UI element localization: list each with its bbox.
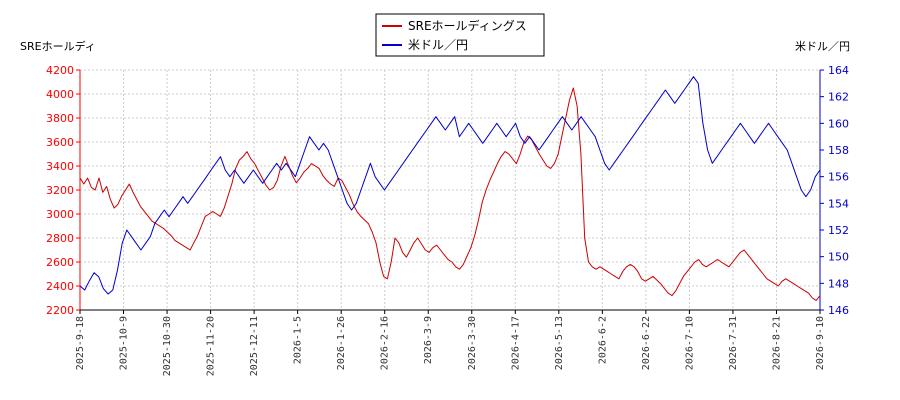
x-tick-label: 2026-6-22 (641, 316, 652, 370)
x-tick-label: 2025-9-18 (75, 316, 86, 370)
series-line-sre (79, 87, 821, 301)
right-tick-label: 160 (828, 117, 849, 130)
x-tick-label: 2026-9-10 (815, 316, 826, 370)
legend-box (375, 13, 545, 57)
legend: SREホールディングス 米ドル／円 (375, 13, 545, 57)
left-tick-label: 2200 (46, 304, 74, 317)
right-tick-label: 158 (828, 144, 849, 157)
x-tick-label: 2026-4-17 (510, 316, 521, 370)
left-tick-label: 3600 (46, 136, 74, 149)
right-axis-title: 米ドル／円 (795, 40, 850, 53)
grid (79, 69, 821, 311)
x-tick-label: 2026-1-5 (293, 316, 304, 364)
left-tick-label: 3800 (46, 112, 74, 125)
x-tick-label: 2026-2-16 (380, 316, 391, 370)
x-tick-label: 2026-7-10 (684, 316, 695, 370)
x-tick-label: 2026-3-30 (467, 316, 478, 370)
right-tick-label: 150 (828, 251, 849, 264)
x-tick-label: 2025-12-11 (249, 316, 260, 376)
axes (76, 69, 824, 314)
x-tick-label: 2026-1-26 (336, 316, 347, 370)
x-tick-label: 2025-10-30 (162, 316, 173, 376)
right-tick-label: 162 (828, 91, 849, 104)
left-axis-title: SREホールディ (20, 39, 96, 53)
left-tick-label: 4000 (46, 88, 74, 101)
left-tick-label: 3000 (46, 208, 74, 221)
left-tick-label: 3400 (46, 160, 74, 173)
x-tick-label: 2026-8-21 (771, 316, 782, 370)
left-tick-label: 2400 (46, 280, 74, 293)
legend-label-left: SREホールディングス (408, 18, 527, 33)
x-tick-label: 2026-3-9 (423, 316, 434, 364)
right-tick-label: 154 (828, 197, 849, 210)
ticks: 4200 4000 3800 3600 3400 3200 3000 2800 2600 2400… (46, 64, 849, 376)
right-tick-label: 146 (828, 304, 849, 317)
plot-lines (79, 76, 821, 301)
left-tick-label: 3200 (46, 184, 74, 197)
x-tick-label: 2026-7-31 (728, 316, 739, 370)
series-line-usdjpy (79, 76, 821, 295)
legend-label-right: 米ドル／円 (408, 38, 468, 52)
right-tick-label: 164 (828, 64, 849, 77)
x-tick-label: 2026-6-2 (597, 316, 608, 364)
right-tick-label: 148 (828, 277, 849, 290)
left-tick-label: 2600 (46, 256, 74, 269)
right-tick-label: 156 (828, 171, 849, 184)
left-tick-label: 2800 (46, 232, 74, 245)
x-tick-label: 2025-10-9 (119, 316, 130, 370)
x-tick-label: 2026-5-13 (554, 316, 565, 370)
right-tick-label: 152 (828, 224, 849, 237)
left-tick-label: 4200 (46, 64, 74, 77)
x-tick-label: 2025-11-20 (206, 316, 217, 376)
